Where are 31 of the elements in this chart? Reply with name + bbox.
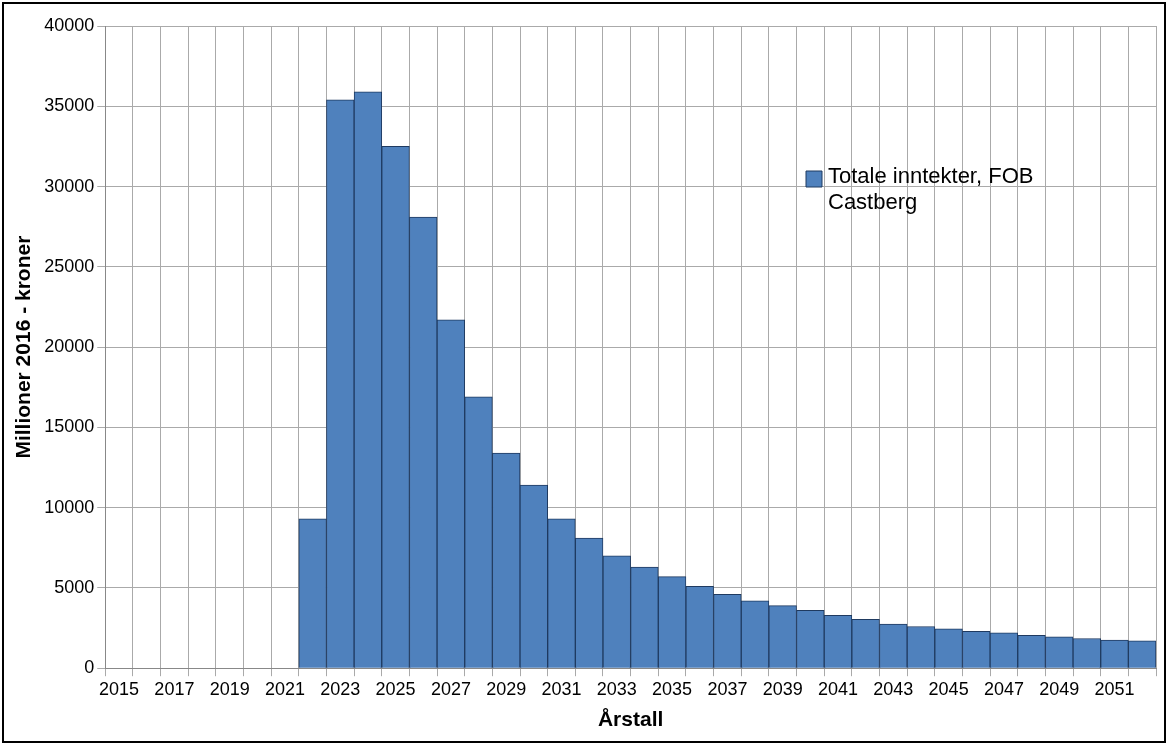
x-tick-label: 2035 — [652, 678, 693, 699]
x-axis-title: Årstall — [597, 707, 664, 731]
x-tick-label: 2041 — [817, 678, 859, 699]
x-tick-label: 2031 — [541, 678, 582, 699]
y-tick-label: 0 — [84, 657, 95, 678]
x-tick-label: 2025 — [375, 678, 416, 699]
x-tick-label: 2045 — [928, 678, 969, 699]
x-tick-label: 2043 — [873, 678, 914, 699]
x-tick-label: 2015 — [99, 678, 140, 699]
y-tick-label: 40000 — [44, 14, 95, 35]
y-tick-label: 30000 — [44, 175, 95, 196]
y-tick-label: 35000 — [44, 95, 95, 116]
x-tick-label: 2021 — [264, 678, 306, 699]
x-tick-label: 2033 — [596, 678, 637, 699]
x-tick-label: 2023 — [320, 678, 361, 699]
y-tick-label: 15000 — [44, 416, 95, 437]
y-tick-label: 25000 — [44, 255, 95, 276]
legend-label: Totale inntekter, FOB Castberg — [828, 163, 1034, 215]
x-tick-label: 2017 — [154, 678, 195, 699]
x-tick-label: 2019 — [209, 678, 250, 699]
x-tick-label: 2037 — [707, 678, 748, 699]
y-tick-label: 10000 — [44, 496, 95, 517]
y-axis-title: Millioner 2016 - kroner — [11, 235, 35, 459]
y-tick-label: 5000 — [54, 576, 95, 597]
x-tick-label: 2029 — [486, 678, 527, 699]
x-tick-label: 2027 — [430, 678, 471, 699]
x-tick-label: 2049 — [1039, 678, 1080, 699]
x-tick-label: 2047 — [983, 678, 1024, 699]
x-tick-label: 2051 — [1094, 678, 1135, 699]
y-tick-label: 20000 — [44, 336, 95, 357]
x-tick-label: 2039 — [762, 678, 803, 699]
